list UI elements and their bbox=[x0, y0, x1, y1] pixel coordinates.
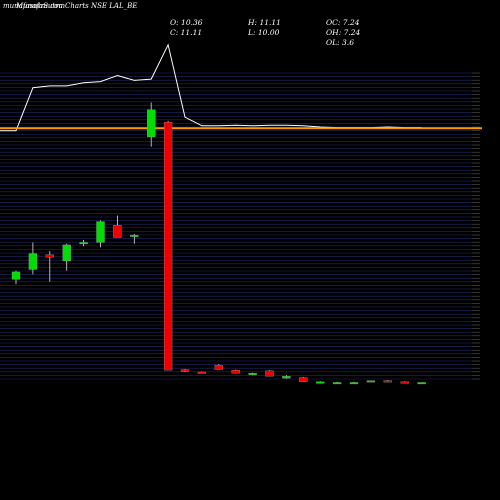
y-axis bbox=[472, 72, 480, 380]
candles bbox=[11, 102, 426, 385]
candle-down bbox=[231, 370, 240, 374]
candle-up bbox=[417, 382, 426, 385]
low-value: L: 10.00 bbox=[248, 28, 280, 37]
open-value: O: 10.36 bbox=[170, 18, 203, 27]
candle-up bbox=[28, 253, 38, 270]
candle-down bbox=[265, 370, 274, 377]
candle-down bbox=[400, 381, 409, 384]
candle-up bbox=[282, 376, 291, 379]
candle-down bbox=[214, 365, 223, 370]
candle-down bbox=[299, 377, 308, 382]
candle-up bbox=[130, 234, 139, 237]
ol-value: OL: 3.6 bbox=[326, 38, 354, 47]
candle-up bbox=[62, 244, 71, 262]
candle-up bbox=[332, 382, 342, 385]
candle-up bbox=[248, 373, 257, 375]
close-value: C: 11.11 bbox=[170, 28, 203, 37]
candle-up bbox=[366, 380, 376, 383]
oc-value: OC: 7.24 bbox=[326, 18, 360, 27]
chart-title: MunafaSutra Charts NSE LAL_BE bbox=[16, 2, 138, 10]
oh-value: OH: 7.24 bbox=[326, 28, 361, 37]
candle-down bbox=[197, 371, 207, 374]
candle-down bbox=[163, 121, 173, 371]
watermark: munafasutra.com bbox=[3, 2, 66, 10]
candle-up bbox=[96, 221, 105, 243]
candle-up bbox=[349, 382, 359, 385]
high-value: H: 11.11 bbox=[248, 18, 281, 27]
candle-up bbox=[147, 109, 156, 138]
candle-up bbox=[11, 271, 21, 280]
candle-up bbox=[79, 242, 88, 245]
candle-down bbox=[113, 225, 122, 238]
candle-down bbox=[45, 254, 54, 258]
candle-up bbox=[316, 381, 325, 384]
candle-down bbox=[180, 369, 190, 372]
candle-down bbox=[383, 380, 392, 383]
